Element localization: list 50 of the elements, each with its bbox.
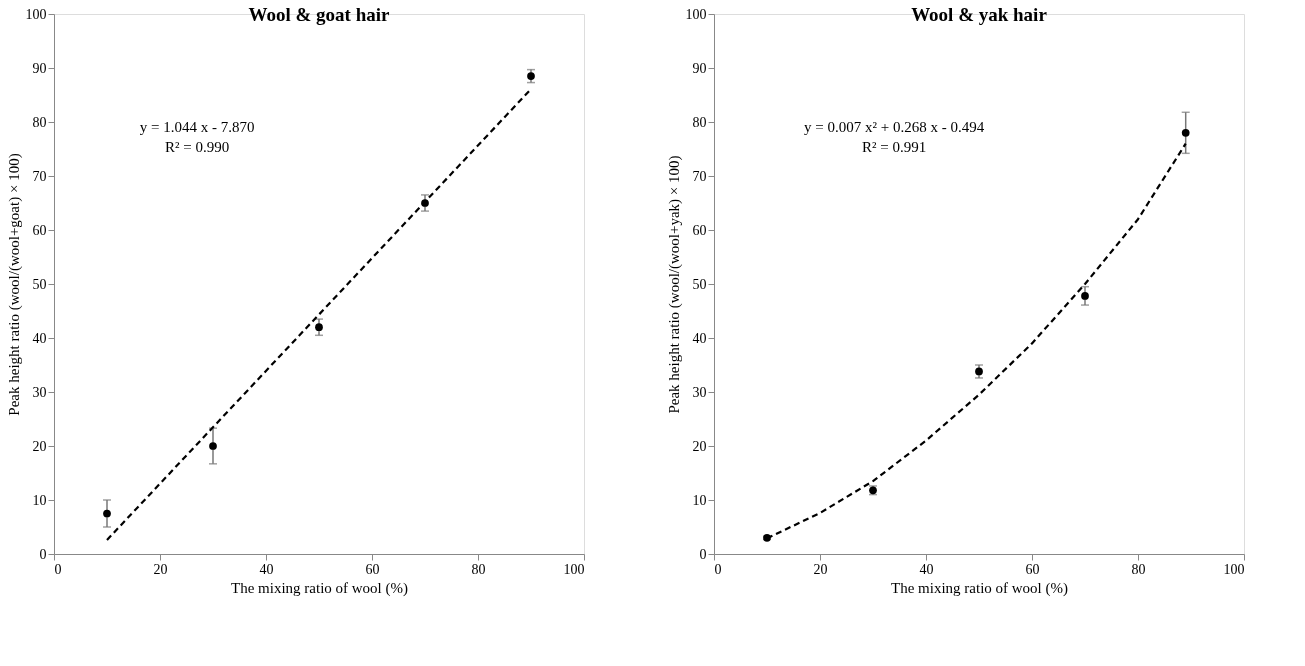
y-tick-label: 20 (692, 438, 707, 454)
y-tick-label: 70 (32, 168, 47, 184)
chart-title: Wool & yak hair (911, 4, 1048, 25)
point (1181, 128, 1190, 137)
y-tick-label: 0 (39, 546, 47, 562)
y-tick-label: 90 (32, 60, 47, 76)
x-tick-label: 20 (813, 561, 828, 577)
x-tick-label: 0 (714, 561, 722, 577)
y-tick-label: 50 (32, 276, 47, 292)
point (527, 72, 535, 80)
x-axis-title: The mixing ratio of wool (%) (230, 579, 409, 597)
x-tick-label: 40 (919, 561, 934, 577)
y-tick-label: 60 (32, 222, 47, 238)
y-tick-label: 40 (32, 330, 47, 346)
x-axis-title: The mixing ratio of wool (%) (890, 579, 1069, 597)
y-axis-title: Peak height ratio (wool/(wool+yak) × 100) (665, 155, 683, 414)
x-tick-label: 40 (259, 561, 274, 577)
y-tick-label: 0 (699, 546, 707, 562)
y-tick-label: 10 (32, 492, 47, 508)
chart-title: Wool & goat hair (248, 4, 391, 25)
y-axis-title: Peak height ratio (wool/(wool+goat) × 100) (5, 153, 23, 416)
point (315, 323, 323, 332)
y-tick-label: 70 (692, 168, 707, 184)
y-tick-label: 100 (685, 6, 707, 22)
annotation: y = 0.007 x² + 0.268 x - 0.494 (804, 119, 985, 136)
y-tick-label: 90 (692, 60, 707, 76)
annotation: y = 1.044 x - 7.870 (139, 119, 255, 136)
point (103, 509, 111, 518)
x-tick-label: 60 (365, 561, 380, 577)
x-tick-label: 60 (1025, 561, 1040, 577)
x-tick-label: 80 (471, 561, 486, 577)
point (1081, 292, 1089, 300)
x-tick-label: 100 (1223, 561, 1245, 577)
y-tick-label: 10 (692, 492, 707, 508)
annotation: R² = 0.990 (164, 139, 230, 156)
y-tick-label: 80 (692, 114, 707, 130)
y-tick-label: 40 (692, 330, 707, 346)
y-tick-label: 30 (32, 384, 47, 400)
x-tick-label: 100 (563, 561, 585, 577)
y-tick-label: 100 (25, 6, 47, 22)
y-tick-label: 20 (32, 438, 47, 454)
y-tick-label: 30 (692, 384, 707, 400)
x-tick-label: 0 (54, 561, 62, 577)
point (209, 442, 217, 450)
y-tick-label: 80 (32, 114, 47, 130)
y-tick-label: 60 (692, 222, 707, 238)
y-tick-label: 50 (692, 276, 707, 292)
x-tick-label: 80 (1131, 561, 1146, 577)
x-tick-label: 20 (153, 561, 168, 577)
annotation: R² = 0.991 (862, 139, 927, 156)
